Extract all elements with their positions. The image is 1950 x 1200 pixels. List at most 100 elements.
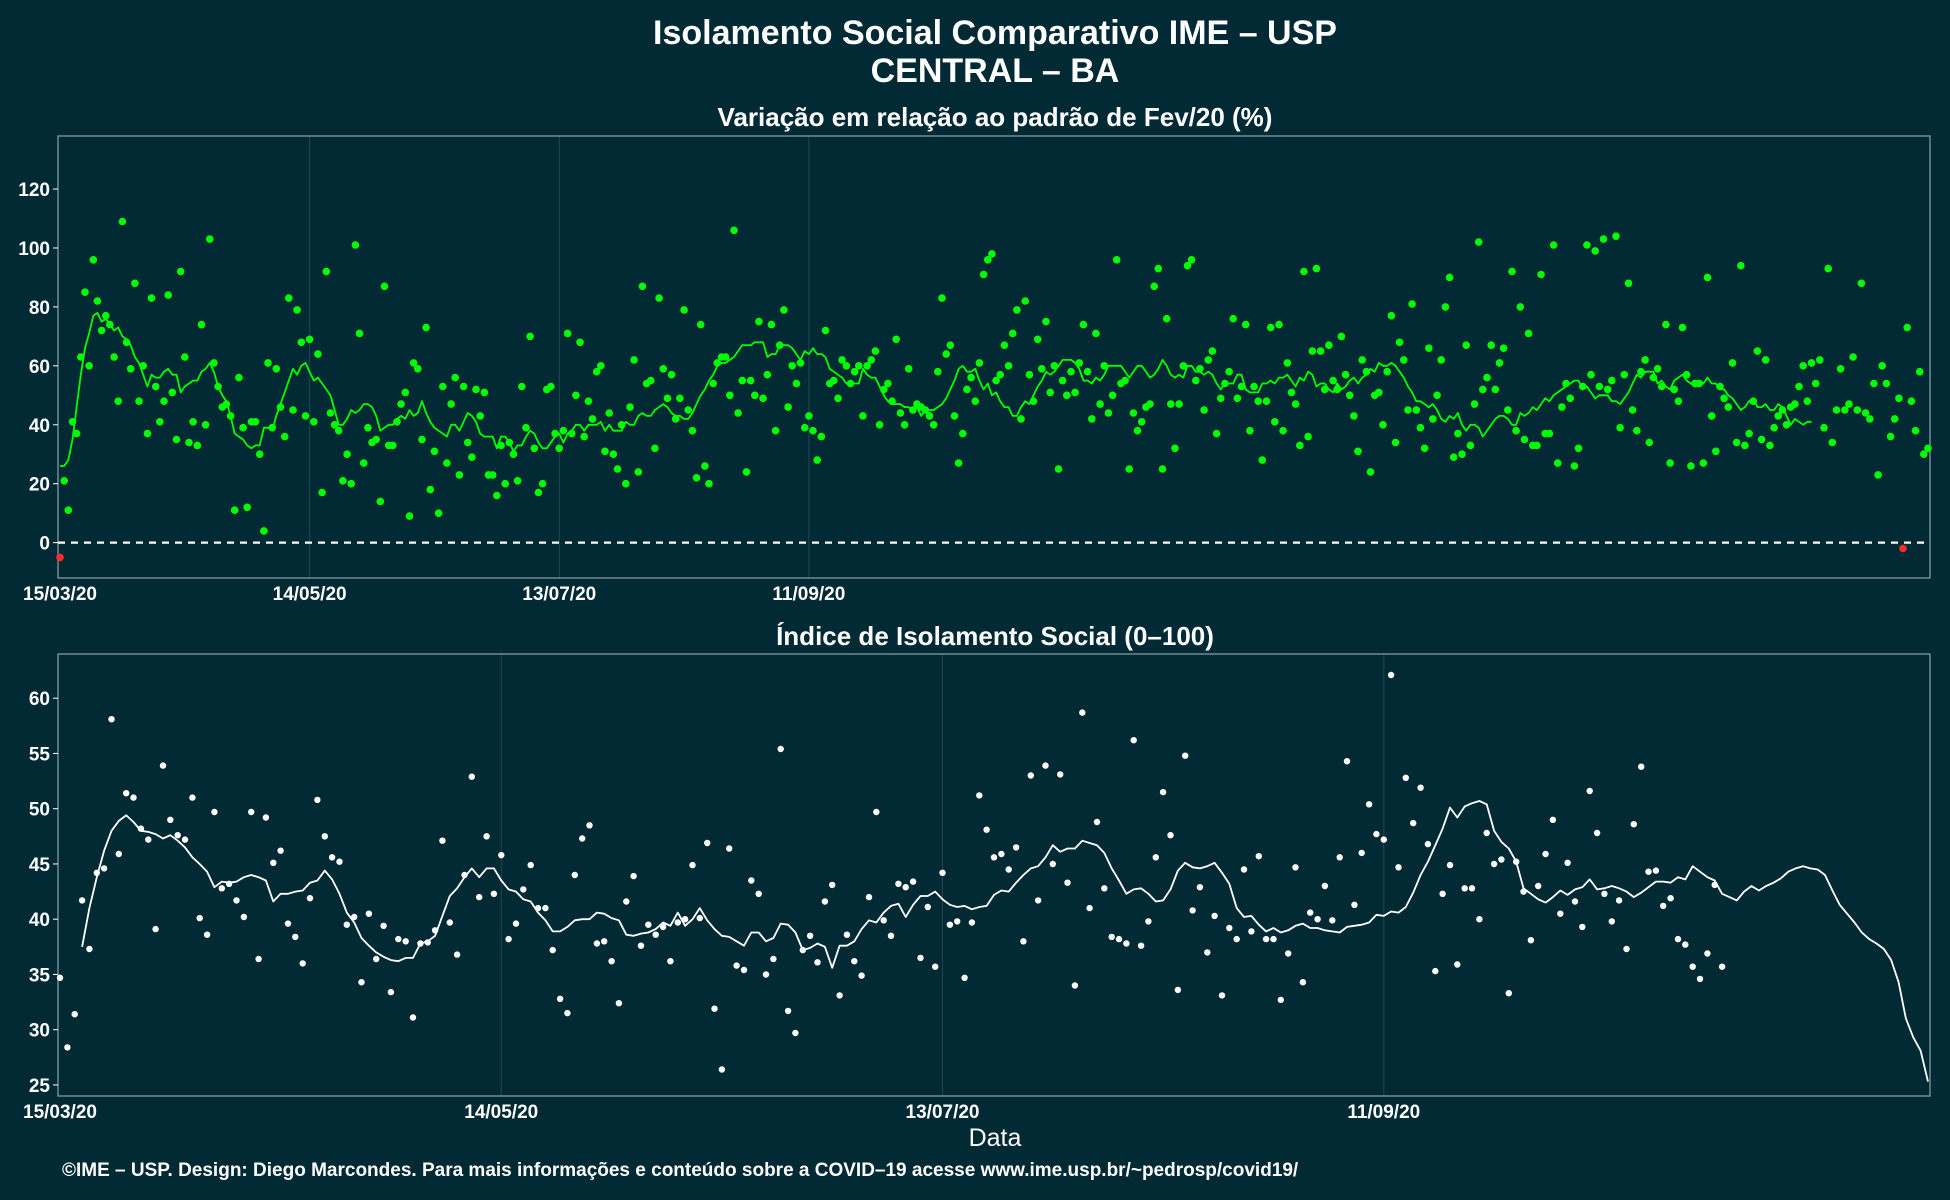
panel-top-data-point (738, 376, 747, 385)
panel-top-data-point (696, 320, 705, 329)
panel-bottom-data-point (858, 972, 865, 979)
panel-top-data-point (135, 397, 143, 406)
panel-top-data-point (1720, 394, 1728, 403)
panel-bottom-data-point (726, 845, 733, 852)
panel-top-x-tick-label: 14/05/20 (273, 584, 347, 605)
panel-top-data-point (780, 306, 788, 314)
panel-top-data-point (904, 365, 913, 373)
panel-top-data-point (1054, 465, 1063, 473)
panel-bottom-data-point (762, 971, 770, 978)
panel-top-data-point (1058, 376, 1067, 385)
panel-top-data-point (788, 362, 796, 370)
panel-bottom-data-point (1277, 996, 1285, 1004)
panel-top-data-point (1803, 397, 1812, 406)
panel-bottom-data-point (821, 898, 829, 905)
panel-top-data-point (1171, 444, 1179, 453)
panel-bottom-data-point (659, 923, 667, 931)
panel-bottom-data-point (1439, 890, 1446, 897)
panel-top-data-point (992, 376, 1000, 385)
panel-bottom-data-point (203, 931, 211, 938)
panel-top-data-point (1524, 329, 1533, 338)
panel-bottom-data-point (314, 796, 321, 804)
panel-bottom-data-point (1417, 784, 1424, 791)
panel-top-data-point (800, 423, 809, 432)
panel-top-y-tick-label: 0 (39, 534, 50, 555)
panel-top-data-point (1312, 264, 1321, 273)
panel-top-data-point (1104, 409, 1113, 417)
panel-top-data-point (1121, 376, 1129, 385)
panel-top-data-point (1387, 311, 1396, 320)
panel-top-data-point (605, 409, 613, 417)
panel-top-data-point (97, 326, 106, 335)
panel-top-data-point (285, 294, 293, 302)
panel-bottom-data-point (1086, 904, 1093, 912)
panel-top-data-point (942, 350, 950, 358)
panel-top-data-point (1603, 385, 1612, 394)
panel-top-data-point (1246, 426, 1254, 435)
panel-top-data-point (1196, 365, 1204, 373)
panel-bottom-data-point (806, 932, 814, 939)
panel-top-data-point (971, 397, 980, 406)
panel-top-data-point (755, 317, 763, 326)
panel-top-data-point (472, 385, 480, 394)
panel-top-y-tick-label: 80 (29, 298, 50, 319)
panel-top-data-point (1067, 367, 1075, 376)
panel-top-data-point (1366, 468, 1375, 476)
panel-top-data-point (838, 356, 846, 364)
panel-bottom-data-point (1123, 940, 1130, 947)
panel-top-data-point (863, 362, 871, 370)
panel-bottom-data-point (865, 893, 873, 901)
panel-top-title: Variação em relação ao padrão de Fev/20 … (718, 102, 1273, 132)
panel-top-data-point (289, 406, 297, 414)
panel-top-data-point (1849, 353, 1857, 361)
panel-bottom-data-point (733, 962, 740, 969)
panel-bottom-data-point (1373, 830, 1380, 838)
panel-bottom-data-point (321, 833, 328, 840)
panel-bottom-data-point (961, 974, 968, 981)
panel-bottom-data-point (1476, 916, 1483, 923)
panel-bottom-data-point (689, 861, 696, 869)
panel-bottom-data-point (387, 988, 395, 996)
panel-top-data-point (1870, 379, 1878, 388)
panel-top-data-point (1716, 382, 1724, 391)
panel-top-data-point (447, 400, 455, 408)
panel-top-data-point (347, 479, 356, 488)
panel-top-data-point (480, 388, 489, 397)
panel-top-data-point (1886, 432, 1895, 441)
panel-top-data-point (1741, 441, 1749, 450)
panel-bottom-data-point (1454, 961, 1461, 968)
panel-top-data-point (896, 409, 905, 417)
panel-top-data-point (126, 365, 135, 373)
panel-bottom-y-tick-label: 50 (29, 800, 50, 821)
panel-bottom-data-point (652, 931, 659, 938)
panel-top-data-point (1433, 391, 1441, 400)
panel-top-data-point (197, 320, 206, 329)
panel-top-data-point (1479, 385, 1487, 394)
panel-top-data-point (1766, 441, 1774, 450)
panel-top-data-point (1570, 462, 1579, 470)
panel-top-data-point (1225, 367, 1233, 376)
panel-bottom-data-point (924, 903, 931, 911)
panel-top-data-point (468, 453, 476, 462)
panel-bottom-data-point (167, 816, 174, 823)
panel-top-data-point (1512, 426, 1520, 435)
panel-top-data-point (559, 426, 568, 435)
panel-top-data-point (1533, 441, 1541, 450)
panel-top-data-point (264, 359, 272, 367)
panel-top-data-point (1337, 332, 1346, 341)
panel-top-data-point (954, 459, 963, 467)
panel-top-data-point (1553, 459, 1562, 467)
panel-top-data-point (1404, 406, 1412, 414)
panel-top-data-point (56, 553, 64, 562)
panel-top-data-point (821, 326, 830, 335)
panel-top-data-point (1608, 376, 1616, 385)
panel-top-data-point (351, 241, 360, 249)
panel-bottom-data-point (1101, 885, 1108, 892)
panel-top-data-point (1233, 394, 1242, 403)
panel-top-data-point (534, 488, 543, 497)
panel-bottom-data-point (1307, 909, 1314, 916)
panel-bottom-data-point (1483, 829, 1490, 837)
panel-top-data-point (64, 506, 73, 514)
panel-bottom-data-point (233, 897, 240, 904)
panel-bottom-y-tick-label: 40 (29, 910, 50, 931)
